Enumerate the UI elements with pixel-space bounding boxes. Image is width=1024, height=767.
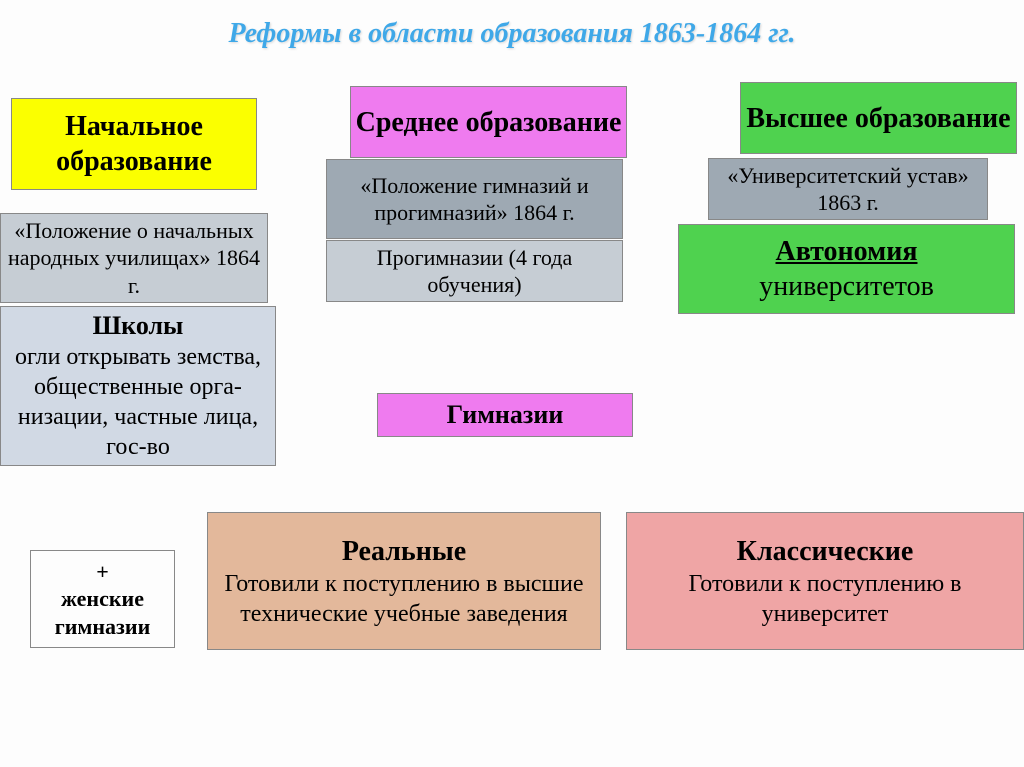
autonomy-box: Автономия университетов [678,224,1015,314]
header-higher-education: Высшее образование [740,82,1017,154]
secondary-regulation-box: «Положение гимназий и прогимназий» 1864 … [326,159,623,239]
schools-body: огли открывать земства, общественные орг… [7,342,269,462]
women-gymnasia-box: + женские гимназии [30,550,175,648]
primary-regulation-box: «Положение о начальных народных училищах… [0,213,268,303]
real-gymnasia-box: Реальные Готовили к поступлению в высшие… [207,512,601,650]
schools-title: Школы [93,310,184,343]
header-primary-education: Начальное образование [11,98,257,190]
slide-title: Реформы в области образования 1863-1864 … [0,18,1024,50]
schools-box: Школы огли открывать земства, общественн… [0,306,276,466]
real-body: Готовили к поступлению в высшие техничес… [216,569,592,629]
progymnasia-box: Прогимназии (4 года обучения) [326,240,623,302]
gymnasia-box: Гимназии [377,393,633,437]
classical-title: Классические [737,534,914,569]
higher-regulation-box: «Университетский устав» 1863 г. [708,158,988,220]
autonomy-label-1: Автономия [776,234,918,269]
header-secondary-education: Среднее образование [350,86,627,158]
real-title: Реальные [342,534,466,569]
classical-gymnasia-box: Классические Готовили к поступлению в ун… [626,512,1024,650]
autonomy-label-2: университетов [759,269,934,304]
classical-body: Готовили к поступлению в университет [635,569,1015,629]
